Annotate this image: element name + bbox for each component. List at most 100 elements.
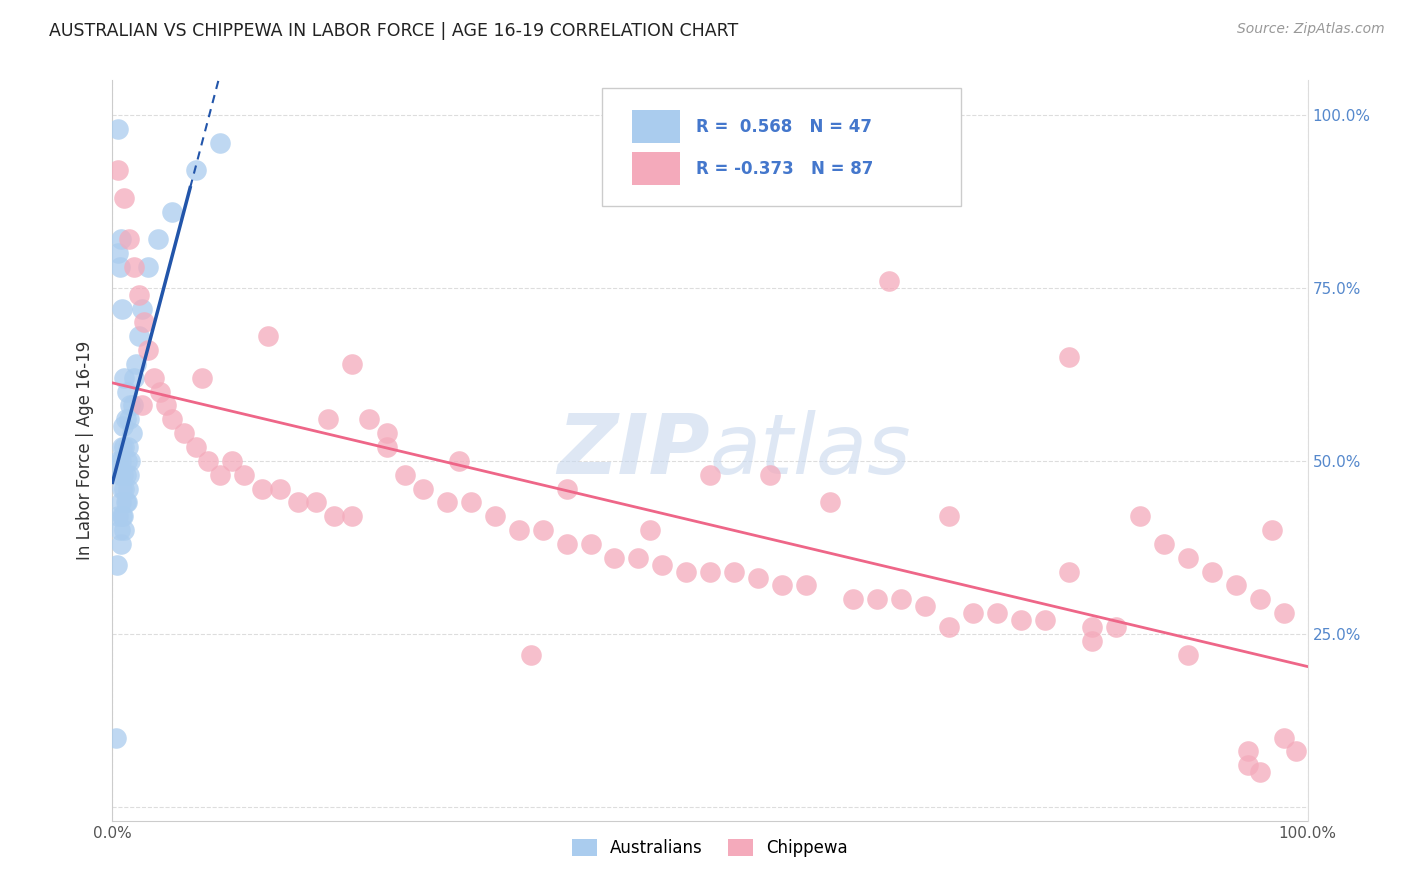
- Point: [269, 482, 291, 496]
- Point: [107, 246, 129, 260]
- Y-axis label: In Labor Force | Age 16-19: In Labor Force | Age 16-19: [76, 341, 94, 560]
- Point: [118, 467, 141, 482]
- Point: [555, 537, 578, 551]
- Point: [914, 599, 936, 614]
- Point: [938, 509, 960, 524]
- Point: [105, 731, 128, 745]
- Point: [197, 454, 219, 468]
- Point: [879, 274, 901, 288]
- Point: [1105, 620, 1128, 634]
- Point: [1261, 523, 1284, 537]
- Point: [138, 343, 160, 358]
- Point: [377, 426, 399, 441]
- Point: [117, 482, 139, 496]
- Point: [111, 301, 134, 316]
- Point: [1177, 550, 1199, 565]
- Point: [118, 412, 141, 426]
- Point: [149, 384, 172, 399]
- Point: [110, 495, 132, 509]
- Point: [1272, 606, 1295, 620]
- Point: [110, 232, 132, 246]
- Point: [120, 454, 142, 468]
- Point: [1249, 765, 1271, 780]
- Point: [257, 329, 280, 343]
- Point: [121, 399, 143, 413]
- Point: [1153, 537, 1175, 551]
- Point: [121, 426, 143, 441]
- Point: [699, 467, 721, 482]
- Point: [128, 329, 150, 343]
- Point: [890, 592, 912, 607]
- Text: R = -0.373   N = 87: R = -0.373 N = 87: [696, 161, 873, 178]
- Point: [209, 467, 232, 482]
- Point: [531, 523, 554, 537]
- Point: [186, 163, 208, 178]
- Point: [122, 371, 145, 385]
- Point: [436, 495, 458, 509]
- Point: [842, 592, 865, 607]
- Point: [447, 454, 470, 468]
- Legend: Australians, Chippewa: Australians, Chippewa: [565, 832, 855, 864]
- Point: [107, 454, 129, 468]
- Point: [143, 371, 166, 385]
- Text: AUSTRALIAN VS CHIPPEWA IN LABOR FORCE | AGE 16-19 CORRELATION CHART: AUSTRALIAN VS CHIPPEWA IN LABOR FORCE | …: [49, 22, 738, 40]
- Point: [1010, 613, 1032, 627]
- Point: [125, 357, 148, 371]
- Point: [132, 315, 155, 329]
- Point: [114, 482, 135, 496]
- Point: [1033, 613, 1056, 627]
- Point: [131, 301, 153, 316]
- Point: [107, 163, 129, 178]
- Point: [1237, 758, 1260, 772]
- Point: [233, 467, 256, 482]
- Point: [1081, 633, 1104, 648]
- Point: [108, 260, 131, 274]
- Point: [412, 482, 434, 496]
- Point: [770, 578, 793, 592]
- Point: [138, 260, 160, 274]
- Point: [120, 399, 142, 413]
- Point: [287, 495, 309, 509]
- Point: [115, 384, 138, 399]
- Point: [340, 509, 363, 524]
- Point: [1237, 744, 1260, 758]
- Point: [173, 426, 195, 441]
- Point: [112, 467, 135, 482]
- Point: [579, 537, 602, 551]
- Point: [377, 440, 399, 454]
- Point: [107, 509, 129, 524]
- Point: [114, 191, 135, 205]
- Point: [1129, 509, 1152, 524]
- Text: ZIP: ZIP: [557, 410, 710, 491]
- Point: [117, 440, 139, 454]
- Point: [221, 454, 243, 468]
- Point: [114, 371, 135, 385]
- Point: [866, 592, 889, 607]
- Point: [105, 558, 128, 572]
- Point: [555, 482, 578, 496]
- Point: [131, 399, 153, 413]
- Point: [603, 550, 626, 565]
- Point: [359, 412, 381, 426]
- Point: [110, 454, 132, 468]
- Point: [186, 440, 208, 454]
- Point: [146, 232, 169, 246]
- Point: [508, 523, 530, 537]
- Point: [162, 412, 183, 426]
- Point: [114, 523, 135, 537]
- Point: [115, 495, 138, 509]
- Point: [108, 467, 131, 482]
- Point: [114, 412, 136, 426]
- Point: [1057, 565, 1080, 579]
- Point: [155, 399, 177, 413]
- Point: [986, 606, 1008, 620]
- Point: [520, 648, 543, 662]
- Point: [322, 509, 344, 524]
- Point: [107, 121, 129, 136]
- Point: [651, 558, 673, 572]
- Point: [1201, 565, 1223, 579]
- Point: [340, 357, 363, 371]
- Point: [250, 482, 273, 496]
- Point: [460, 495, 482, 509]
- Point: [1249, 592, 1271, 607]
